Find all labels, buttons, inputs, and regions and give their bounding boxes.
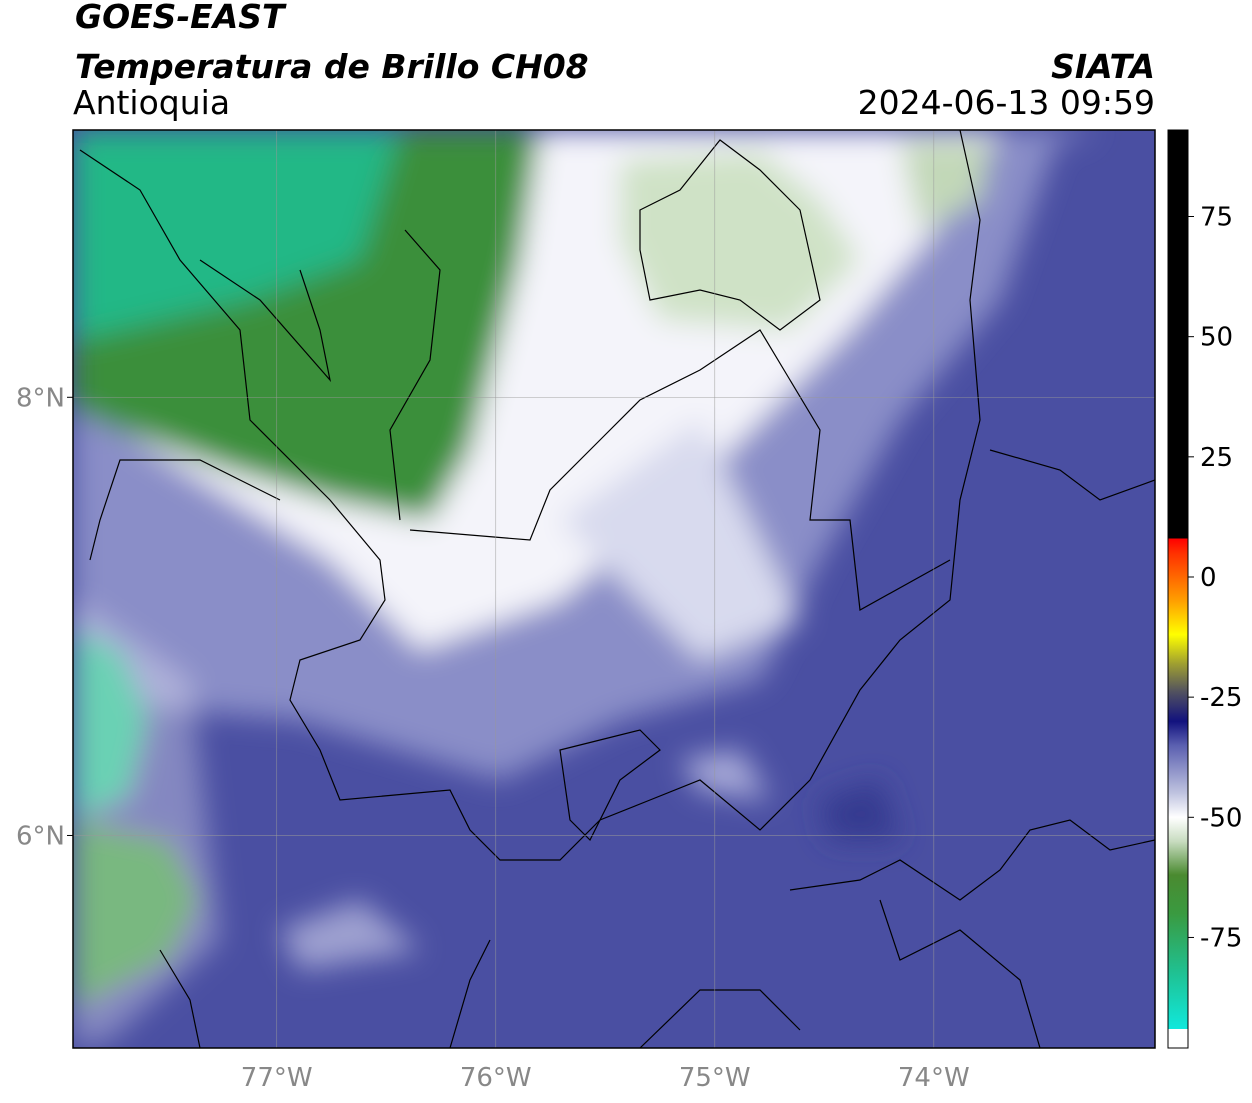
- title: GOES-EAST: [75, 0, 287, 36]
- borders: [79, 130, 1155, 1048]
- source: SIATA: [1051, 47, 1155, 86]
- subtitle: Temperatura de Brillo CH08: [75, 47, 589, 86]
- x-tick-label: 76°W: [460, 1063, 532, 1093]
- x-tick-label: 75°W: [679, 1063, 751, 1093]
- region: Antioquia: [73, 83, 230, 122]
- colorbar: [1167, 129, 1189, 1049]
- colorbar-tick-label: -50: [1200, 803, 1242, 833]
- colorbar-tick-label: -75: [1200, 923, 1242, 953]
- colorbar-tick-label: 25: [1200, 443, 1233, 473]
- y-tick-label: 8°N: [16, 383, 65, 413]
- timestamp: 2024-06-13 09:59: [858, 83, 1155, 122]
- x-tick-label: 74°W: [898, 1063, 970, 1093]
- y-tick-label: 6°N: [16, 821, 65, 851]
- colorbar-tick-label: -25: [1200, 683, 1242, 713]
- plot-frame: [72, 129, 1156, 1049]
- colorbar-tick-label: 50: [1200, 323, 1233, 353]
- imagery: [73, 130, 1155, 1048]
- grid: [73, 130, 1155, 1048]
- x-tick-label: 77°W: [241, 1063, 313, 1093]
- colorbar-tick-label: 75: [1200, 203, 1233, 233]
- colorbar-tick-label: 0: [1200, 563, 1217, 593]
